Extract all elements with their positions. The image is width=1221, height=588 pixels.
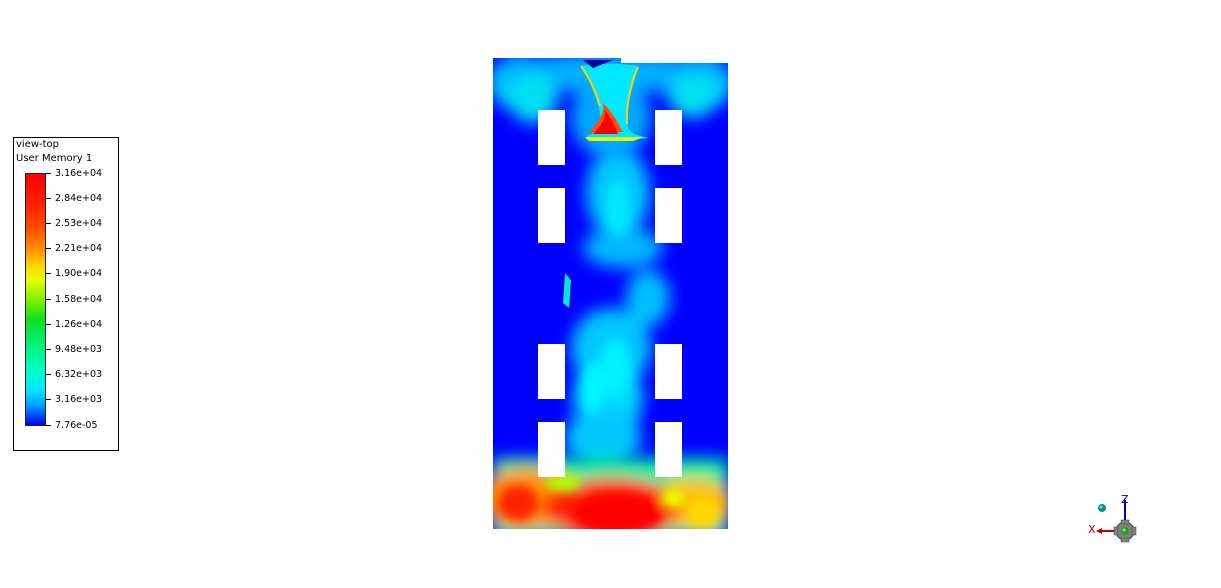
colorbar-tick: 6.32e+03 [46, 369, 102, 381]
tick-label: 2.21e+04 [55, 243, 103, 255]
tick-mark [46, 172, 51, 174]
tick-mark [46, 424, 51, 426]
colorbar-tick: 2.53e+04 [46, 217, 102, 229]
obstacles [538, 58, 728, 477]
tick-mark [46, 323, 51, 325]
tick-label: 2.84e+04 [55, 192, 103, 204]
colorbar-ticks: 3.16e+04 2.84e+04 2.53e+04 2.21e+04 1.90e+04… [14, 138, 120, 452]
tick-mark [46, 273, 51, 275]
triad-svg [1096, 500, 1137, 543]
top-hot-spot [580, 60, 648, 141]
colorbar-tick: 1.58e+04 [46, 293, 102, 305]
contour-plot[interactable] [493, 58, 728, 529]
contour-svg [493, 58, 728, 529]
legend-title: view-top [16, 139, 60, 150]
tick-mark [46, 248, 51, 250]
tick-mark [46, 298, 51, 300]
colorbar [25, 173, 46, 426]
tick-label: 3.16e+04 [55, 167, 103, 179]
tick-label: 1.58e+04 [55, 293, 103, 305]
tick-mark [46, 348, 51, 350]
triad-z-label: Z [1121, 493, 1129, 506]
colorbar-tick: 3.16e+04 [46, 167, 102, 179]
colorbar-tick: 9.48e+03 [46, 343, 102, 355]
colorbar-tick: 3.16e+03 [46, 394, 102, 406]
tick-label: 1.26e+04 [55, 318, 103, 330]
tick-label: 2.53e+04 [55, 217, 103, 229]
colormap-legend: view-top User Memory 1 3.16e+04 2.84e+04 2… [13, 137, 119, 451]
tick-mark [46, 197, 51, 199]
axis-triad[interactable]: Z X [1082, 490, 1148, 550]
colorbar-tick: 2.21e+04 [46, 243, 102, 255]
colorbar-tick: 1.26e+04 [46, 318, 102, 330]
tick-label: 3.16e+03 [55, 394, 103, 406]
tick-mark [46, 222, 51, 224]
tick-mark [46, 374, 51, 376]
contour-field [493, 58, 728, 529]
tick-label: 6.32e+03 [55, 369, 103, 381]
tick-label: 9.48e+03 [55, 343, 103, 355]
tick-mark [46, 399, 51, 401]
colorbar-tick: 1.90e+04 [46, 268, 102, 280]
tick-label: 7.76e-05 [55, 419, 98, 431]
legend-subtitle: User Memory 1 [16, 153, 93, 164]
colorbar-tick: 2.84e+04 [46, 192, 102, 204]
tick-label: 1.90e+04 [55, 268, 103, 280]
triad-x-label: X [1088, 523, 1096, 536]
colorbar-tick: 7.76e-05 [46, 419, 98, 431]
